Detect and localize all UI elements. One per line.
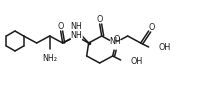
Text: NH: NH	[108, 38, 120, 46]
Text: NH₂: NH₂	[42, 54, 57, 63]
Text: OH: OH	[158, 44, 170, 53]
Text: O: O	[96, 15, 102, 24]
Text: O: O	[148, 23, 154, 31]
Text: O: O	[57, 21, 64, 30]
Text: NH: NH	[69, 22, 81, 31]
Text: NH: NH	[69, 30, 81, 39]
Text: OH: OH	[130, 57, 142, 65]
Text: O: O	[113, 34, 119, 44]
